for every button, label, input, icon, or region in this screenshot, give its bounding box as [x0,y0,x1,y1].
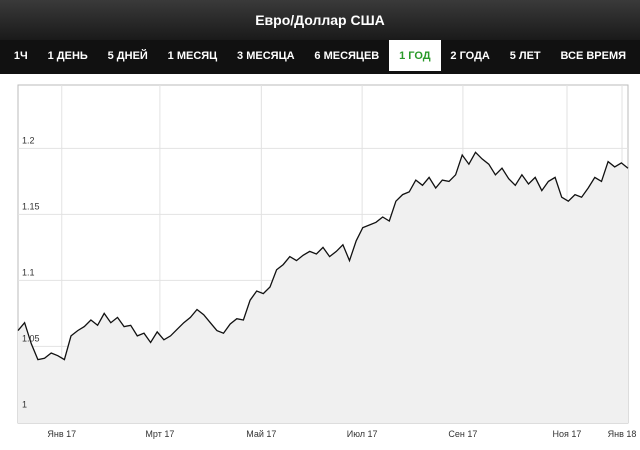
line [17,151,629,361]
y-tick-label: 1.05 [22,333,40,343]
x-tick-label: Май 17 [246,429,276,439]
x-tick-label: Мрт 17 [145,429,174,439]
y-tick-label: 1 [22,399,27,409]
y-tick-label: 1.15 [22,201,40,211]
tab[interactable]: ВСЕ ВРЕМЯ [560,49,627,62]
y-tick-label: 1.1 [22,267,35,277]
tab[interactable]: 1 МЕСЯЦ [167,49,218,62]
tab[interactable]: 1 ГОД [389,40,441,71]
title: Евро/Доллар США [255,12,385,28]
x-tick-label: Янв 18 [608,429,637,439]
tab-bar: 1Ч 1 ДЕНЬ 5 ДНЕЙ 1 МЕСЯЦ 3 МЕСЯЦА 6 МЕСЯЦЕВ 1 … [0,40,640,74]
tab[interactable]: 6 МЕСЯЦЕВ [314,49,380,62]
x-tick-label: Янв 17 [47,429,76,439]
tab[interactable]: 1 ДЕНЬ [47,49,88,62]
tab[interactable]: 2 ГОДА [450,49,490,62]
y-tick-label: 1.2 [22,135,35,145]
x-tick-label: Ноя 17 [553,429,582,439]
x-tick-label: Сен 17 [448,429,477,439]
tab[interactable]: 3 МЕСЯЦА [237,49,295,62]
title-bar: Евро/Доллар США [0,0,640,40]
tab[interactable]: 5 ДНЕЙ [107,49,148,62]
x-tick-label: Июл 17 [347,429,378,439]
area [18,152,628,424]
chart: Янв 17 Мрт 17 Май 17 Июл 17 Сен 17 Ноя 17 Янв … [17,84,637,439]
tab[interactable]: 5 ЛЕТ [509,49,541,62]
tab[interactable]: 1Ч [13,49,28,62]
